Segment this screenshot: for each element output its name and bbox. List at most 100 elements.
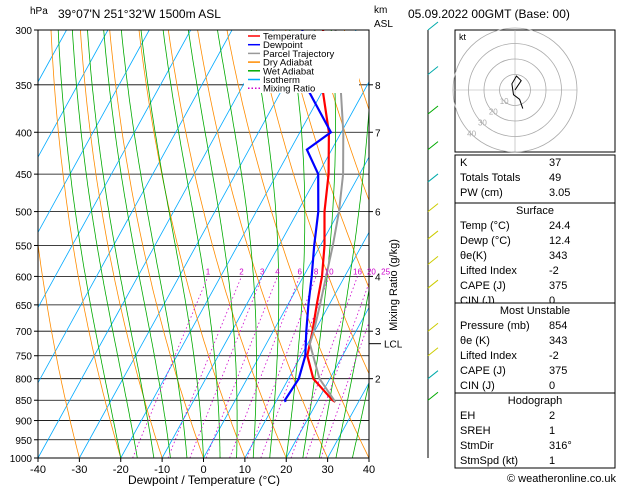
plot-frame [37,29,370,459]
mixing-ratio-line [189,276,263,458]
wet-adiabat-line [162,30,221,458]
isotherm-line [79,30,316,458]
isotherm-line [244,231,369,458]
stat-label: StmDir [460,440,494,452]
wind-barb [427,322,439,332]
stat-value: 343 [549,250,567,262]
stat-value: 343 [549,335,567,347]
most-unstable-title: Most Unstable [500,305,570,317]
legend-entry-label: Temperature [263,32,316,43]
mixing-ratio-line [305,281,369,458]
k-index-label: K [460,157,468,169]
stat-value: 0 [549,380,555,392]
temperature-tick-label: 10 [239,464,251,476]
stat-label: Dewp (°C) [460,235,511,247]
dewpoint-line [283,30,333,403]
wet-adiabat-line [121,30,188,458]
wind-barb [427,105,439,115]
wind-barb [427,347,439,357]
pressure-tick-label: 750 [15,352,32,363]
altitude-tick-label: 2 [375,375,381,386]
isotherm-line [38,30,67,83]
altitude-tick-label: 8 [375,81,381,92]
wind-barb [427,66,439,75]
mixing-ratio-tick-label: 2 [239,267,244,276]
pressure-axis: 300 350 400 450 500 550 600 650 700 750 800 850 900 9… [10,26,38,465]
wet-adiabat-line [302,30,336,458]
hodograph-frame [454,29,616,153]
pressure-tick-label: 550 [15,241,32,252]
legend-entry-label: Wet Adiabat [263,66,314,77]
stat-value: 1 [549,425,555,437]
isotherm-line [203,156,369,458]
pressure-tick-label: 300 [15,26,32,37]
hodograph-ring-label: 30 [478,119,487,128]
isotherm-line [38,30,274,458]
k-index-value: 37 [549,157,561,169]
dry-adiabat-line [314,30,369,202]
stat-label: SREH [460,425,491,437]
isotherm-line [161,81,369,458]
mixing-ratio-tick-label: 10 [325,267,334,276]
stat-value: 12.4 [549,235,570,247]
stat-label: EH [460,410,475,422]
isotherm-line [327,381,369,458]
mixing-ratio-line [132,276,209,458]
pw-label: PW (cm) [460,187,503,199]
dry-adiabat-line [255,30,369,375]
temperature-axis: -40 -30 -20 -10 0 10 20 30 40 [30,458,375,476]
hodograph-table-title: Hodograph [508,395,562,407]
mixing-ratio-line [205,276,278,458]
mixing-ratio-tick-label: 3 [260,267,265,276]
stat-value: -2 [549,265,559,277]
altitude-tick-label: 3 [375,327,381,338]
temperature-tick-label: 30 [322,464,334,476]
wind-barb [427,203,439,212]
stat-label: Pressure (mb) [460,320,530,332]
dry-adiabat-line [138,30,246,458]
altitude-axis: 8 7 6 4 3 2 [369,81,381,386]
dry-adiabat-line [226,30,369,458]
stat-label: Temp (°C) [460,220,510,232]
wet-adiabat-line [87,30,155,458]
wind-barb [427,230,439,240]
pw-value: 3.05 [549,187,570,199]
mixing-ratio-tick-label: 6 [298,267,303,276]
stat-value: 854 [549,320,567,332]
most-unstable-rows: Pressure (mb) 854 θe (K) 343 Lifted Index -2 C… [460,320,567,392]
hodograph-ring-label: 40 [467,129,476,138]
mixing-ratio-tick-label: 25 [381,267,390,276]
mixing-ratio-line [320,321,369,458]
mixing-ratio-line [260,276,330,458]
stat-value: 375 [549,365,567,377]
legend-entry-label: Dewpoint [263,40,303,51]
isotherm-line [38,30,109,158]
wind-barb [427,391,439,401]
hodograph-ring-label: 10 [500,97,509,106]
mixing-ratio-tick-label: 4 [275,267,280,276]
temperature-tick-label: -10 [154,464,170,476]
stat-value: 0 [549,295,555,307]
location-title: 39°07'N 251°32'W 1500m ASL [58,7,221,21]
copyright: © weatheronline.co.uk [507,473,617,485]
mixing-ratio-tick-label: 20 [367,267,376,276]
isotherm-line [38,30,150,234]
stat-value: 24.4 [549,220,570,232]
legend-entry-label: Isotherm [263,75,300,86]
stat-label: StmSpd (kt) [460,455,518,467]
temperature-tick-label: -20 [113,464,129,476]
hodograph-rows: EH 2 SREH 1 StmDir 316° StmSpd (kt) 1 [460,410,572,467]
pressure-tick-label: 650 [15,301,32,312]
wet-adiabat-line [103,30,171,458]
pressure-tick-label: 600 [15,272,32,283]
stat-label: Lifted Index [460,350,517,362]
pressure-tick-label: 500 [15,208,32,219]
dry-adiabat-line [109,30,204,458]
wet-adiabat-line [319,104,369,458]
legend-entry-label: Mixing Ratio [263,84,315,95]
wet-adiabat-line [217,30,257,458]
legend-entry-label: Parcel Trajectory [263,49,335,60]
stat-label: θe(K) [460,250,487,262]
